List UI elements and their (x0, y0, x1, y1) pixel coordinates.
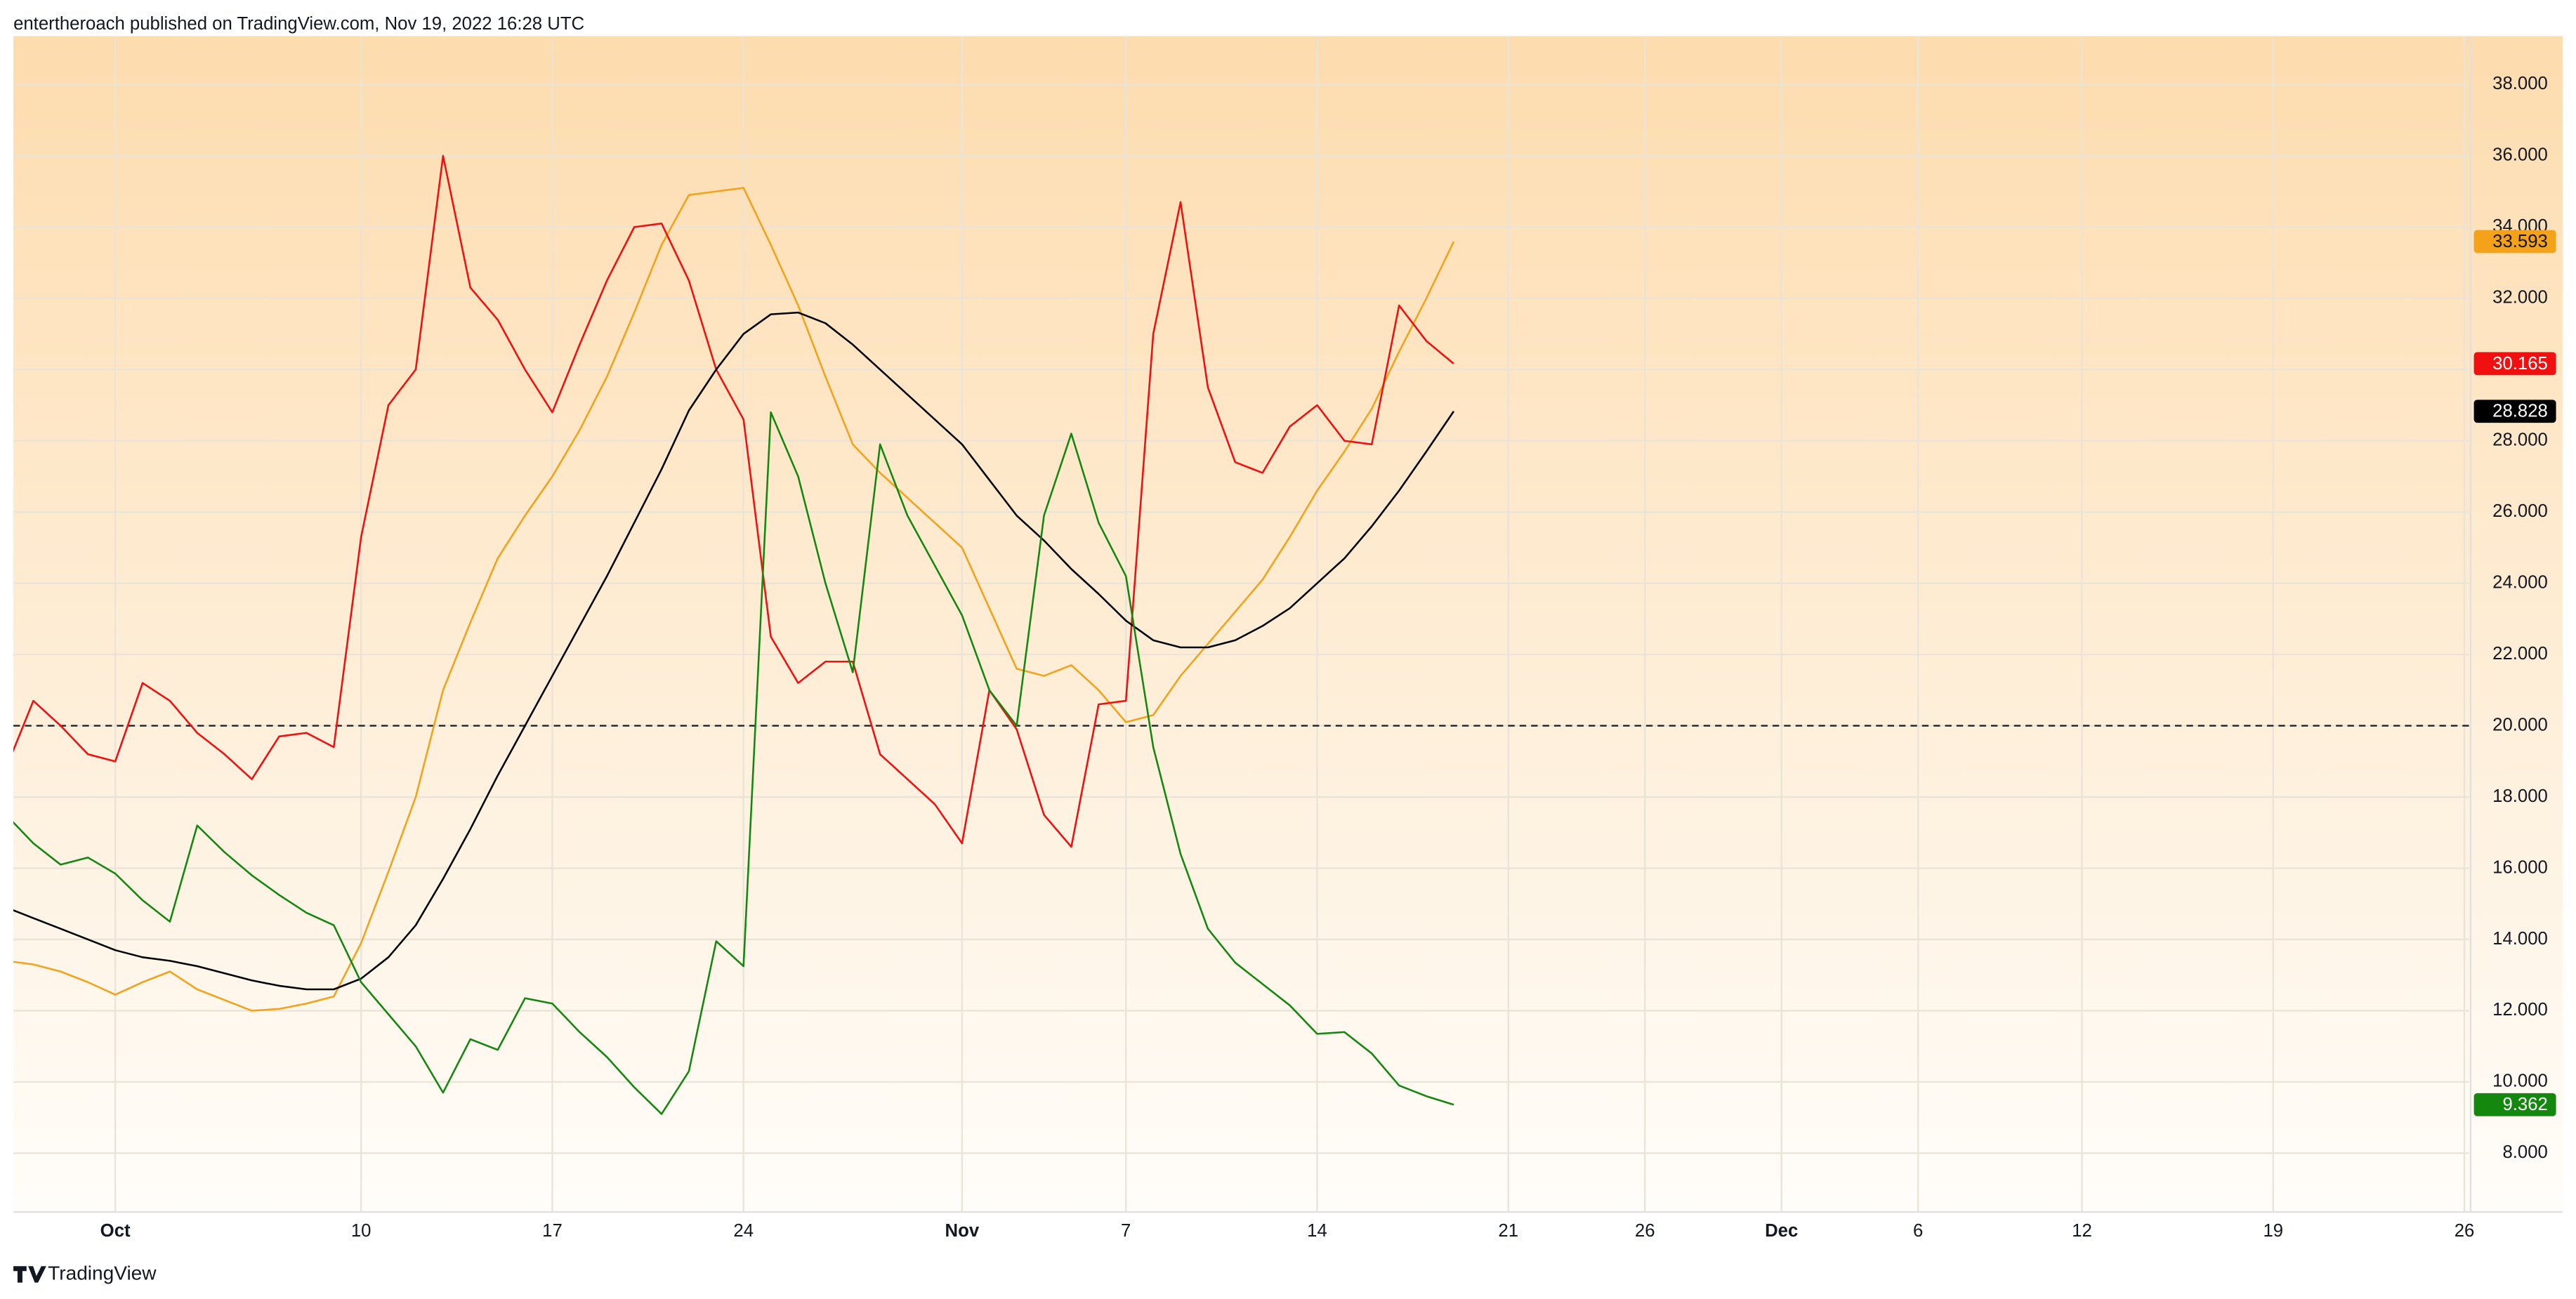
x-tick-label: 6 (1913, 1221, 1923, 1241)
last-value-badge (2473, 352, 2556, 376)
y-tick-label: 12.000 (2492, 1000, 2548, 1020)
y-tick-label: 8.000 (2502, 1142, 2547, 1162)
x-tick-label: Nov (945, 1221, 980, 1241)
x-tick-label: Oct (100, 1221, 131, 1241)
plot-background (13, 36, 2563, 1213)
y-tick-label: 22.000 (2492, 644, 2548, 664)
last-value-badge (2473, 1093, 2556, 1116)
last-value-label: 30.165 (2492, 354, 2548, 374)
y-tick-label: 28.000 (2492, 430, 2548, 450)
logo (13, 1266, 46, 1283)
x-tick-label: 26 (1635, 1221, 1655, 1241)
x-tick-label: 12 (2072, 1221, 2092, 1241)
y-tick-label: 32.000 (2492, 288, 2548, 308)
y-tick-label: 24.000 (2492, 572, 2548, 592)
y-tick-label: 10.000 (2492, 1071, 2548, 1091)
series-line (13, 187, 1455, 1012)
last-value-badge (2473, 400, 2556, 423)
series-line (13, 154, 1454, 848)
last-value-badge (2473, 230, 2556, 253)
x-tick-label: 14 (1307, 1221, 1327, 1241)
y-tick-label: 18.000 (2492, 786, 2548, 806)
x-tick-label: 26 (2455, 1221, 2475, 1241)
last-value-label: 9.362 (2502, 1095, 2547, 1114)
x-tick-label: Dec (1765, 1221, 1798, 1241)
y-tick-label: 16.000 (2492, 857, 2548, 877)
x-tick-label: 19 (2263, 1221, 2283, 1241)
y-tick-label: 20.000 (2492, 715, 2548, 734)
y-tick-label: 38.000 (2492, 74, 2548, 93)
x-tick-label: 17 (542, 1221, 563, 1241)
y-tick-label: 14.000 (2492, 929, 2548, 949)
x-tick-label: 24 (733, 1221, 754, 1241)
series-line (13, 311, 1455, 991)
x-tick-label: 21 (1498, 1221, 1518, 1241)
x-tick-label: 7 (1121, 1221, 1131, 1241)
plot-area (13, 154, 1455, 1115)
y-tick-label: 36.000 (2492, 145, 2548, 165)
series-line (13, 411, 1454, 1115)
last-value-label: 33.593 (2492, 232, 2548, 251)
x-tick-label: 10 (351, 1221, 372, 1241)
chart-title: entertheroach published on TradingView.c… (13, 14, 584, 34)
y-tick-label: 26.000 (2492, 501, 2548, 521)
last-value-label: 28.828 (2492, 402, 2548, 421)
source: TradingView (48, 1262, 157, 1284)
